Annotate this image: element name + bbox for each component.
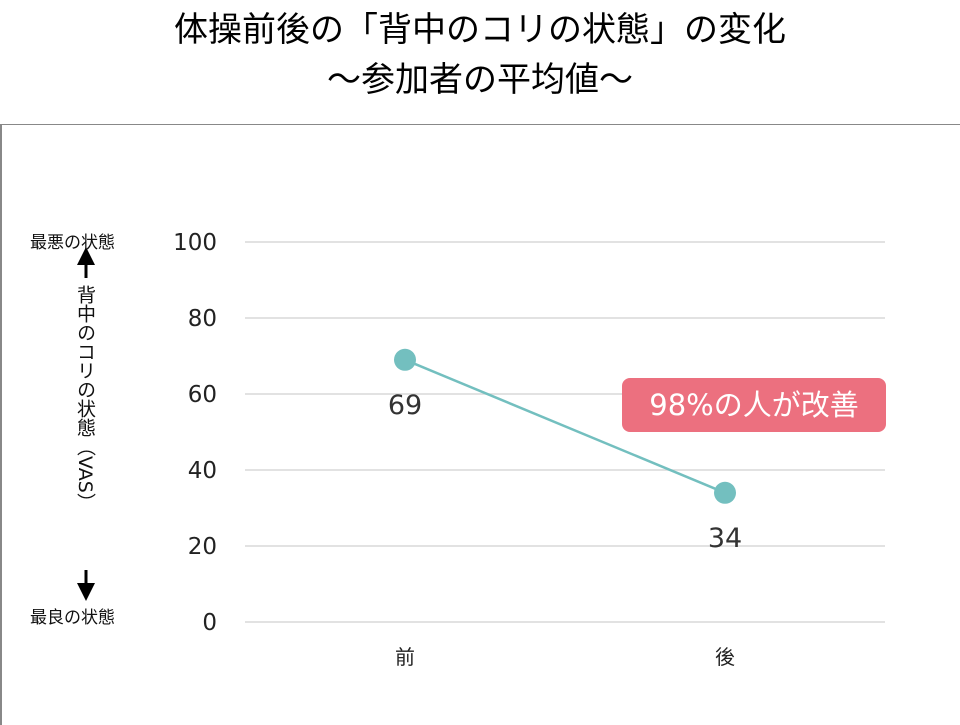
- y-tick-label: 40: [188, 458, 217, 484]
- y-tick-label: 20: [188, 534, 217, 560]
- improvement-badge: 98%の人が改善: [622, 378, 886, 432]
- bottom-axis-label: 最良の状態: [30, 608, 115, 628]
- data-label: 34: [708, 523, 742, 554]
- y-axis-label: 背中のコリの状態（VAS）: [74, 285, 96, 512]
- chart-title: 体操前後の「背中のコリの状態」の変化: [174, 10, 786, 50]
- y-tick-label: 0: [202, 610, 217, 636]
- data-point: [714, 481, 736, 504]
- y-tick-label: 80: [188, 306, 217, 332]
- chart-subtitle: ～参加者の平均値～: [327, 60, 633, 100]
- x-tick-label: 前: [395, 645, 415, 669]
- series-line: [404, 358, 726, 494]
- x-tick-label: 後: [715, 645, 735, 669]
- chart-frame: [0, 124, 960, 725]
- y-tick-label: 60: [188, 382, 217, 408]
- y-tick-label: 100: [173, 230, 217, 256]
- data-point: [394, 348, 416, 371]
- data-label: 69: [388, 390, 422, 421]
